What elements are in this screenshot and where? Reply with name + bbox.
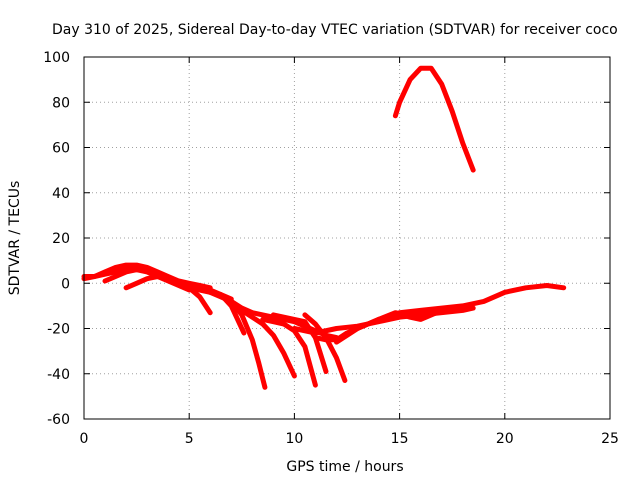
x-tick-label: 0: [80, 431, 89, 447]
series-arc-15: [392, 65, 476, 173]
x-tick-label: 15: [391, 431, 409, 447]
grid: [84, 57, 610, 419]
plot-frame: [83, 56, 611, 420]
x-axis-title: GPS time / hours: [286, 459, 403, 475]
y-tick-label: 40: [52, 186, 70, 202]
y-tick-label: 100: [43, 50, 70, 66]
y-tick-label: -60: [47, 412, 70, 428]
x-tick-label: 5: [185, 431, 194, 447]
series-arc-10: [270, 312, 329, 374]
x-tick-label: 25: [601, 431, 619, 447]
x-tick-label: 10: [285, 431, 303, 447]
y-tick-label: 80: [52, 95, 70, 111]
y-tick-labels: -60 -40 -20 0 20 40 60 80 100: [43, 50, 70, 428]
axis-ticks: [83, 56, 611, 420]
series-arc-8: [239, 307, 297, 379]
series-arc-6: [207, 287, 247, 336]
y-tick-label: 20: [52, 231, 70, 247]
data-series-layer: [81, 65, 567, 390]
y-tick-label: 0: [61, 276, 70, 292]
x-tick-label: 20: [496, 431, 514, 447]
series-arc-7: [228, 298, 268, 390]
x-tick-labels: 0 5 10 15 20 25: [80, 431, 619, 447]
y-tick-label: -40: [47, 367, 70, 383]
chart-title: Day 310 of 2025, Sidereal Day-to-day VTE…: [52, 22, 618, 38]
series-arc-13: [291, 305, 476, 336]
y-tick-label: -20: [47, 322, 70, 338]
series-arc-9: [260, 316, 318, 388]
y-tick-label: 60: [52, 141, 70, 157]
y-axis-title: SDTVAR / TECUs: [7, 181, 23, 296]
series-arc-14: [334, 307, 445, 345]
